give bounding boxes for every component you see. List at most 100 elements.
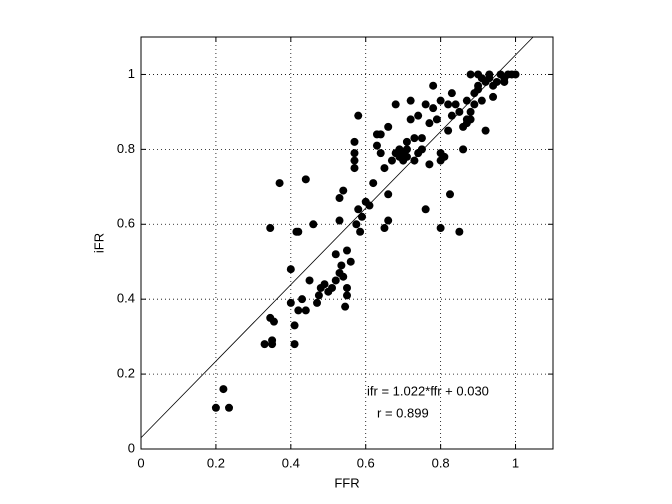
- point: [447, 111, 456, 120]
- point: [500, 77, 509, 86]
- point: [474, 85, 483, 94]
- point: [354, 205, 363, 214]
- point: [331, 250, 340, 259]
- point: [444, 126, 453, 135]
- point: [451, 100, 460, 109]
- point: [290, 340, 299, 349]
- annotation: ifr = 1.022*ffr + 0.030: [367, 383, 489, 398]
- point: [343, 246, 351, 255]
- point: [350, 149, 359, 158]
- point: [301, 175, 310, 184]
- point: [343, 283, 351, 292]
- x-tick-label: 0: [137, 455, 144, 470]
- point: [337, 261, 346, 270]
- y-axis-label: iFR: [91, 233, 106, 253]
- point: [466, 70, 475, 79]
- point: [298, 295, 307, 304]
- point: [384, 190, 393, 199]
- point: [369, 179, 378, 188]
- point: [305, 276, 314, 285]
- point: [309, 220, 318, 229]
- point: [481, 126, 490, 135]
- point: [260, 340, 269, 349]
- point: [350, 164, 359, 173]
- y-tick-label: 0: [128, 440, 135, 455]
- point: [328, 283, 337, 292]
- point: [429, 104, 438, 113]
- point: [266, 224, 275, 233]
- point: [492, 77, 501, 86]
- point: [410, 134, 419, 143]
- point: [436, 224, 445, 233]
- point: [335, 194, 344, 203]
- y-tick-label: 0.2: [117, 366, 135, 381]
- point: [455, 107, 464, 116]
- point: [211, 403, 220, 412]
- point: [455, 227, 464, 236]
- point: [301, 306, 310, 315]
- point: [489, 92, 498, 101]
- point: [219, 385, 228, 394]
- point: [432, 115, 441, 124]
- point: [286, 298, 295, 307]
- point: [436, 156, 445, 165]
- point: [384, 122, 393, 131]
- point: [402, 145, 411, 154]
- point: [406, 96, 415, 105]
- point: [352, 220, 361, 229]
- point: [339, 186, 348, 195]
- point: [269, 317, 278, 326]
- point: [466, 115, 475, 124]
- point: [225, 403, 234, 412]
- x-tick-label: 0.2: [207, 455, 225, 470]
- point: [444, 100, 453, 109]
- point: [402, 152, 411, 161]
- point: [470, 100, 479, 109]
- x-tick-label: 0.8: [432, 455, 450, 470]
- point: [459, 145, 468, 154]
- point: [421, 100, 430, 109]
- point: [341, 302, 350, 311]
- point: [354, 111, 363, 120]
- x-axis-label: FFR: [334, 475, 359, 490]
- point: [436, 96, 445, 105]
- point: [286, 265, 295, 274]
- point: [447, 89, 456, 98]
- point: [425, 160, 434, 169]
- point: [380, 164, 389, 173]
- point: [417, 145, 426, 154]
- point: [372, 141, 381, 150]
- point: [391, 100, 400, 109]
- point: [429, 81, 438, 90]
- x-tick-label: 1: [512, 455, 519, 470]
- point: [275, 179, 284, 188]
- point: [357, 212, 366, 221]
- point: [417, 134, 426, 143]
- point: [425, 119, 434, 128]
- point: [335, 216, 344, 225]
- point: [485, 70, 494, 79]
- point: [356, 227, 365, 236]
- annotation: r = 0.899: [377, 405, 429, 420]
- point: [294, 306, 303, 315]
- point: [406, 115, 415, 124]
- y-tick-label: 0.4: [117, 291, 135, 306]
- point: [384, 216, 393, 225]
- x-tick-label: 0.6: [357, 455, 375, 470]
- point: [346, 257, 355, 266]
- x-tick-label: 0.4: [282, 455, 300, 470]
- point: [387, 156, 396, 165]
- point: [511, 70, 520, 79]
- plot-frame: [140, 36, 554, 450]
- point: [314, 291, 323, 300]
- point: [414, 111, 423, 120]
- point: [446, 190, 454, 199]
- point: [350, 137, 359, 146]
- point: [294, 227, 303, 236]
- point: [462, 96, 471, 105]
- y-tick-label: 1: [128, 66, 135, 81]
- point: [402, 137, 411, 146]
- point: [339, 272, 348, 281]
